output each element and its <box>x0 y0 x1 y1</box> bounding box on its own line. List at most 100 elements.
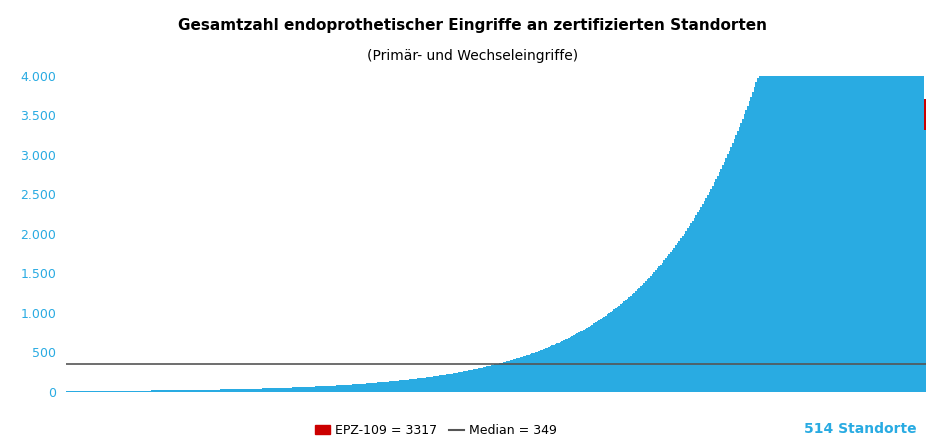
Bar <box>337 385 339 392</box>
Bar <box>660 264 661 392</box>
Bar <box>259 388 260 392</box>
Bar <box>394 381 396 392</box>
Bar <box>450 373 452 392</box>
Bar <box>760 68 761 392</box>
Bar <box>294 388 295 392</box>
Bar <box>736 131 738 392</box>
Bar <box>643 283 645 392</box>
Bar <box>567 338 569 392</box>
Bar <box>873 0 875 392</box>
Bar <box>790 0 791 392</box>
Bar <box>173 390 175 392</box>
Bar <box>444 375 446 392</box>
Bar <box>250 389 252 392</box>
Bar <box>591 324 593 392</box>
Bar <box>569 337 571 392</box>
Bar <box>589 326 591 392</box>
Bar <box>330 386 331 392</box>
Bar <box>110 391 111 392</box>
Bar <box>94 391 96 392</box>
Bar <box>288 388 290 392</box>
Bar <box>265 388 266 392</box>
Bar <box>695 215 696 392</box>
Bar <box>160 390 161 392</box>
Bar <box>917 0 919 392</box>
Bar <box>743 114 745 392</box>
Bar <box>877 0 878 392</box>
Bar <box>318 386 320 392</box>
Bar <box>385 382 387 392</box>
Bar <box>537 351 539 392</box>
Bar <box>98 391 99 392</box>
Bar <box>287 388 288 392</box>
Bar <box>430 376 432 392</box>
Bar <box>93 391 94 392</box>
Bar <box>402 380 404 392</box>
Bar <box>895 0 897 392</box>
Bar <box>500 363 502 392</box>
Bar <box>519 357 521 392</box>
Bar <box>521 357 522 392</box>
Bar <box>665 259 666 392</box>
Bar <box>168 390 170 392</box>
Bar <box>897 0 899 392</box>
Bar <box>480 368 482 392</box>
Bar <box>511 360 513 392</box>
Bar <box>270 388 272 392</box>
Bar <box>818 0 819 392</box>
Bar <box>230 389 231 392</box>
Bar <box>138 391 140 392</box>
Bar <box>871 0 873 392</box>
Bar <box>701 204 703 392</box>
Bar <box>211 390 213 392</box>
Bar <box>216 389 218 392</box>
Bar <box>797 0 798 392</box>
Bar <box>426 377 427 392</box>
Bar <box>528 355 529 392</box>
Bar <box>489 366 491 392</box>
Bar <box>177 390 178 392</box>
Bar <box>788 0 790 392</box>
Bar <box>691 221 693 392</box>
Bar <box>571 336 572 392</box>
Bar <box>331 386 333 392</box>
Bar <box>362 384 363 392</box>
Bar <box>407 380 409 392</box>
Bar <box>280 388 281 392</box>
Bar <box>128 391 129 392</box>
Bar <box>863 0 865 392</box>
Bar <box>448 374 450 392</box>
Bar <box>237 389 238 392</box>
Bar <box>108 391 110 392</box>
Bar <box>327 386 329 392</box>
Bar <box>613 309 615 392</box>
Bar <box>847 0 849 392</box>
Bar <box>808 0 810 392</box>
Bar <box>680 239 682 392</box>
Bar <box>608 313 609 392</box>
Bar <box>798 0 800 392</box>
Bar <box>721 165 723 392</box>
Bar <box>442 375 444 392</box>
Legend: EPZ-109 = 3317, Median = 349: EPZ-109 = 3317, Median = 349 <box>310 419 562 442</box>
Bar <box>651 274 652 392</box>
Bar <box>728 151 730 392</box>
Bar <box>661 263 663 392</box>
Bar <box>161 390 163 392</box>
Bar <box>761 63 763 392</box>
Bar <box>400 380 402 392</box>
Bar <box>329 386 330 392</box>
Bar <box>754 82 756 392</box>
Bar <box>784 0 786 392</box>
Bar <box>885 0 886 392</box>
Bar <box>506 361 507 392</box>
Bar <box>563 340 565 392</box>
Bar <box>849 0 850 392</box>
Bar <box>144 391 146 392</box>
Bar <box>73 391 75 392</box>
Bar <box>741 119 743 392</box>
Bar <box>552 345 554 392</box>
Bar <box>581 331 582 392</box>
Bar <box>113 391 114 392</box>
Bar <box>309 387 310 392</box>
